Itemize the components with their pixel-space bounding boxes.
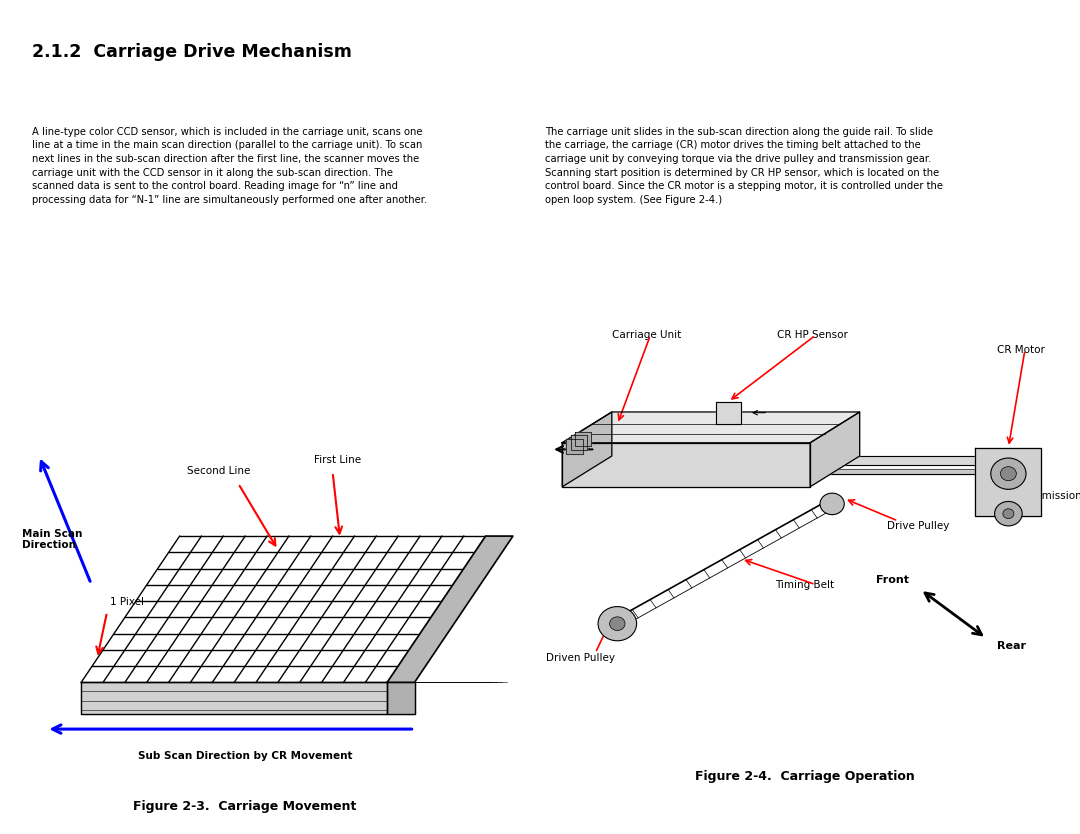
Polygon shape [575,432,591,446]
Text: Engine Mechanism: Engine Mechanism [478,810,602,823]
Polygon shape [810,456,1003,465]
Text: Carriage Unit: Carriage Unit [612,330,681,340]
Text: Rev. B: Rev. B [1028,11,1069,24]
Circle shape [995,501,1022,526]
Text: Front: Front [876,575,909,585]
Polygon shape [570,435,588,450]
Text: The carriage unit slides in the sub-scan direction along the guide rail. To slid: The carriage unit slides in the sub-scan… [545,127,943,204]
Text: Transmission
Gear: Transmission Gear [1014,490,1080,512]
Circle shape [1000,467,1016,480]
Text: CR HP Sensor: CR HP Sensor [778,330,848,340]
Circle shape [598,606,636,641]
Text: Figure 2-4.  Carriage Operation: Figure 2-4. Carriage Operation [694,771,915,783]
Polygon shape [975,448,1041,516]
Text: Timing Belt: Timing Belt [775,580,834,590]
Text: Figure 2-3.  Carriage Movement: Figure 2-3. Carriage Movement [134,801,356,813]
Text: 1 Pixel: 1 Pixel [109,597,144,607]
Text: Rear: Rear [998,641,1026,651]
Polygon shape [388,682,415,715]
Text: 17: 17 [1053,810,1069,823]
Polygon shape [388,536,513,682]
Polygon shape [810,470,1003,474]
Text: Operating Principles: Operating Principles [11,810,146,823]
Circle shape [609,617,625,631]
Polygon shape [563,412,612,487]
Polygon shape [563,412,860,443]
Text: First Line: First Line [314,455,361,465]
Text: Main Scan
Direction: Main Scan Direction [22,529,82,550]
Circle shape [820,493,845,515]
Text: A line-type color CCD sensor, which is included in the carriage unit, scans one
: A line-type color CCD sensor, which is i… [32,127,428,204]
Text: EPSON Perfection 610: EPSON Perfection 610 [11,11,157,24]
Polygon shape [810,412,860,487]
Circle shape [990,458,1026,490]
Polygon shape [716,402,741,424]
Text: Second Line: Second Line [187,466,251,476]
Text: Sub Scan Direction by CR Movement: Sub Scan Direction by CR Movement [138,751,352,761]
Polygon shape [563,443,810,487]
Polygon shape [81,682,388,715]
Polygon shape [566,439,583,454]
Circle shape [1003,509,1014,519]
Text: 2.1.2  Carriage Drive Mechanism: 2.1.2 Carriage Drive Mechanism [32,43,352,61]
Text: Driven Pulley: Driven Pulley [545,653,615,663]
Text: CR Motor: CR Motor [998,345,1045,355]
Text: Drive Pulley: Drive Pulley [888,521,949,531]
